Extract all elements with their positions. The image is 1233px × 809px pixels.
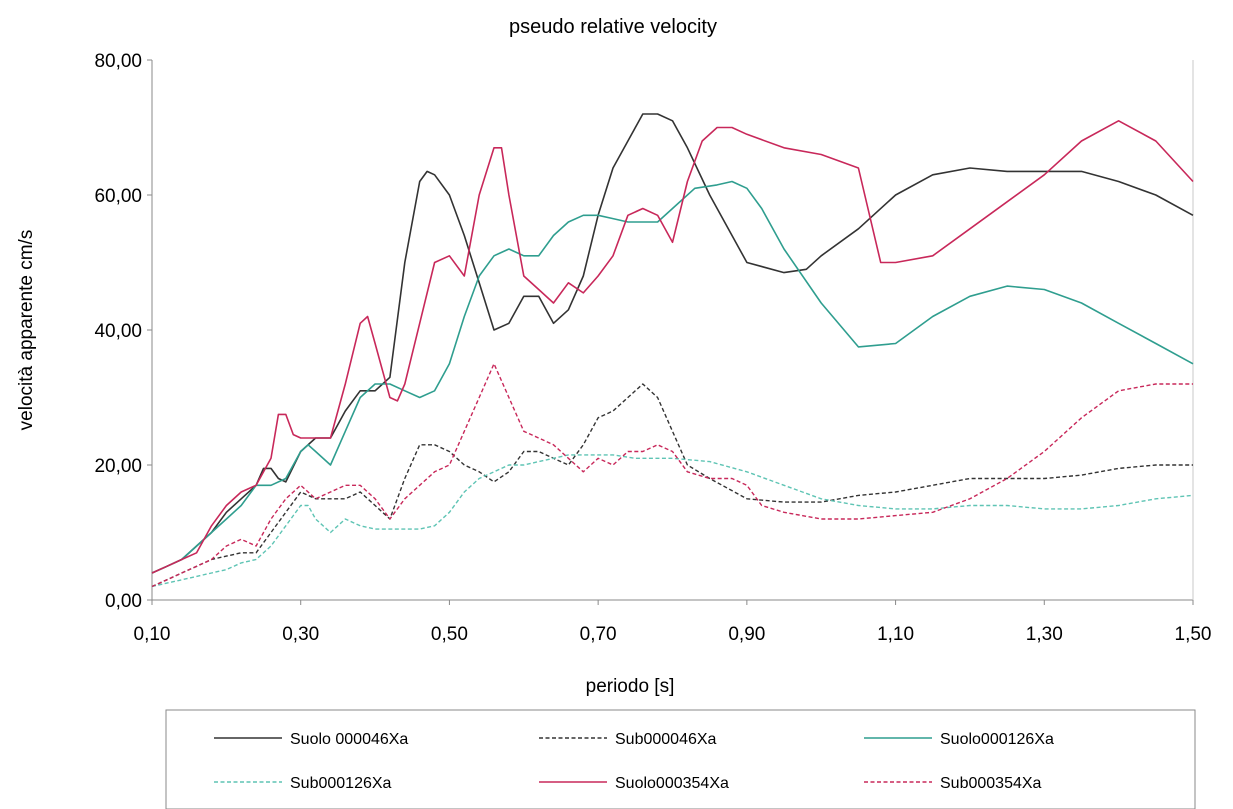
legend-label: Sub000046Xa <box>615 731 717 748</box>
series-line-suolo000126xa <box>151 180 1194 574</box>
x-tick-label: 0,30 <box>282 624 319 645</box>
y-tick-label: 0,00 <box>105 591 142 612</box>
legend-label: Suolo 000046Xa <box>290 731 408 748</box>
x-tick-label: 1,30 <box>1026 624 1063 645</box>
x-tick-label: 0,50 <box>431 624 468 645</box>
y-axis-title: velocità apparente cm/s <box>16 230 37 431</box>
chart-title: pseudo relative velocity <box>509 16 717 38</box>
x-tick-label: 0,70 <box>580 624 617 645</box>
legend-label: Sub000126Xa <box>290 775 392 792</box>
legend-label: Sub000354Xa <box>940 775 1042 792</box>
y-tick-label: 80,00 <box>94 51 142 72</box>
legend-label: Suolo000354Xa <box>615 775 729 792</box>
series-line-suolo-000046xa <box>151 113 1194 574</box>
x-tick-label: 1,50 <box>1175 624 1212 645</box>
series-line-sub000046xa <box>151 383 1193 588</box>
y-tick-label: 60,00 <box>94 186 142 207</box>
x-axis-title: periodo [s] <box>586 676 675 697</box>
legend: Suolo 000046Xa Sub000046Xa Suolo000126Xa Su… <box>214 731 1054 792</box>
series-line-sub000354xa <box>151 363 1193 588</box>
plot-area: 0,00 20,00 40,00 60,00 80,00 0,10 0,30 0,50 0,70… <box>94 51 1211 645</box>
series-line-suolo000354xa <box>151 120 1194 574</box>
legend-box <box>165 709 1196 809</box>
x-tick-label: 0,90 <box>728 624 765 645</box>
legend-label: Suolo000126Xa <box>940 731 1054 748</box>
y-tick-label: 40,00 <box>94 321 142 342</box>
y-tick-label: 20,00 <box>94 456 142 477</box>
x-tick-label: 0,10 <box>134 624 171 645</box>
series-line-sub000126xa <box>151 454 1194 588</box>
x-tick-label: 1,10 <box>877 624 914 645</box>
